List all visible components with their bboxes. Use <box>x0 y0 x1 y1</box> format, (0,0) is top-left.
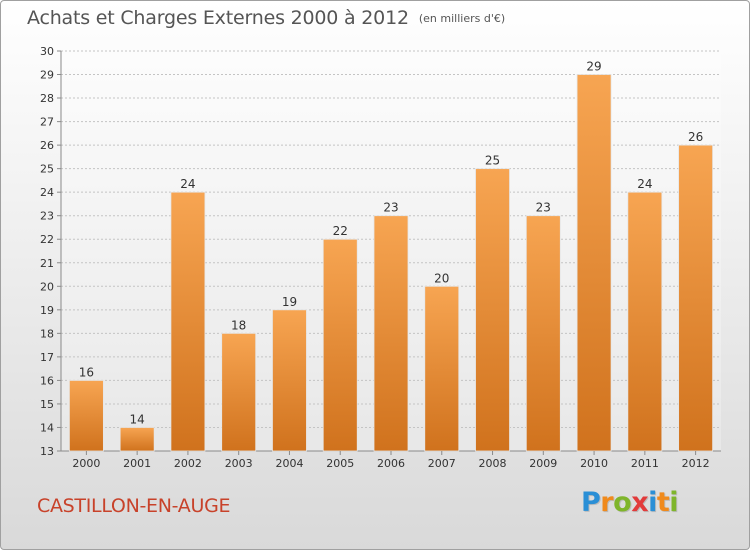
bar <box>424 285 460 452</box>
data-label: 25 <box>485 154 500 168</box>
bar <box>272 309 307 452</box>
data-label: 24 <box>180 177 195 191</box>
bar <box>627 191 663 452</box>
x-tick-label: 2007 <box>428 457 456 470</box>
x-tick-label: 2010 <box>580 457 608 470</box>
data-label: 24 <box>637 177 652 191</box>
x-tick-label: 2012 <box>682 457 710 470</box>
data-label: 18 <box>231 318 246 332</box>
x-tick-label: 2005 <box>326 457 354 470</box>
logo-letter: r <box>600 487 614 518</box>
bar <box>373 215 409 452</box>
x-tick-label: 2006 <box>377 457 405 470</box>
y-tick-label: 23 <box>40 210 54 223</box>
y-tick-label: 28 <box>40 92 54 105</box>
y-tick-label: 24 <box>40 186 54 199</box>
y-tick-label: 30 <box>40 45 54 58</box>
y-tick-label: 14 <box>40 421 54 434</box>
bar <box>576 74 612 452</box>
bar <box>678 144 714 452</box>
y-tick-label: 13 <box>40 445 54 458</box>
x-tick-label: 2011 <box>631 457 659 470</box>
y-tick-label: 20 <box>40 280 54 293</box>
chart-title-block: Achats et Charges Externes 2000 à 2012 (e… <box>27 7 505 29</box>
x-tick-label: 2008 <box>479 457 507 470</box>
logo-letter: P <box>581 487 601 518</box>
y-tick-label: 21 <box>40 257 54 270</box>
data-label: 22 <box>333 224 348 238</box>
proxiti-logo: Proxiti <box>581 487 679 518</box>
logo-letter: i <box>648 487 657 518</box>
data-label: 23 <box>383 201 398 215</box>
chart-title: Achats et Charges Externes 2000 à 2012 <box>27 7 409 29</box>
data-label: 20 <box>434 271 449 285</box>
y-tick-label: 26 <box>40 139 54 152</box>
commune-name: CASTILLON-EN-AUGE <box>37 495 231 517</box>
data-label: 19 <box>282 295 297 309</box>
logo-letter: t <box>656 487 670 518</box>
bar <box>221 332 257 452</box>
y-tick-label: 29 <box>40 69 54 82</box>
data-label: 23 <box>536 201 551 215</box>
x-tick-label: 2002 <box>174 457 202 470</box>
bar <box>475 168 510 452</box>
bar <box>119 427 155 452</box>
x-tick-label: 2004 <box>275 457 303 470</box>
y-tick-label: 25 <box>40 163 54 176</box>
bar <box>525 215 561 452</box>
y-tick-label: 16 <box>40 374 54 387</box>
x-tick-label: 2009 <box>529 457 557 470</box>
bar <box>68 380 104 452</box>
logo-letter: o <box>613 487 632 518</box>
y-tick-label: 18 <box>40 327 54 340</box>
bar <box>322 238 358 452</box>
y-tick-label: 27 <box>40 116 54 129</box>
y-tick-label: 19 <box>40 304 54 317</box>
y-tick-label: 15 <box>40 398 54 411</box>
logo-letter: i <box>669 487 679 518</box>
data-label: 26 <box>688 130 703 144</box>
data-label: 29 <box>586 60 601 74</box>
logo-letter: x <box>631 487 649 518</box>
y-tick-label: 17 <box>40 351 54 364</box>
data-label: 14 <box>130 412 145 426</box>
x-tick-label: 2001 <box>123 457 151 470</box>
x-tick-label: 2003 <box>225 457 253 470</box>
x-tick-label: 2000 <box>72 457 100 470</box>
bar <box>170 191 206 452</box>
y-tick-label: 22 <box>40 233 54 246</box>
chart-unit: (en milliers d'€) <box>418 12 506 25</box>
data-label: 16 <box>79 365 94 379</box>
